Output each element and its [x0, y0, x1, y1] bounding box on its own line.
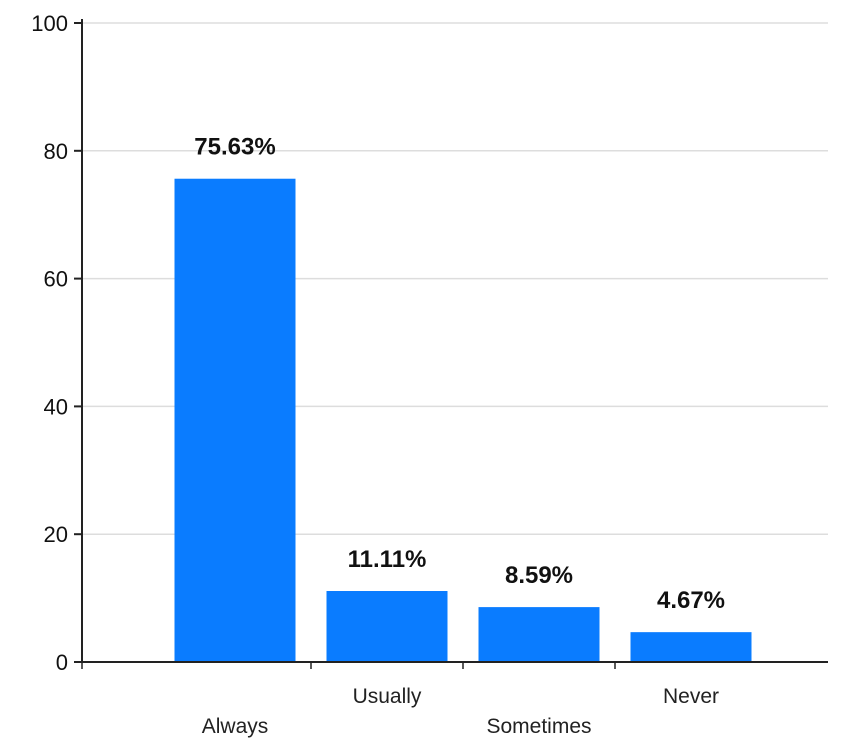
axes [74, 19, 828, 669]
y-tick-label: 100 [31, 11, 68, 36]
y-tick-label: 40 [44, 394, 68, 419]
bar-never [630, 632, 752, 662]
y-tick-label: 60 [44, 267, 68, 292]
data-label: 8.59% [505, 562, 573, 589]
x-category-label: Always [202, 715, 269, 738]
y-tick-label: 0 [56, 650, 68, 675]
data-label: 4.67% [657, 587, 725, 614]
bar-sometimes [478, 607, 600, 662]
x-category-label: Sometimes [486, 715, 591, 738]
y-tick-label: 80 [44, 139, 68, 164]
x-category-label: Usually [353, 685, 422, 708]
y-tick-label: 20 [44, 522, 68, 547]
bars [174, 178, 752, 662]
bar-always [174, 178, 296, 662]
x-category-label: Never [663, 685, 719, 708]
labels: 0 20 40 60 80 100 75.63% 11.11% 8.59% 4.67% Always… [31, 11, 725, 738]
data-label: 11.11% [348, 546, 427, 573]
data-label: 75.63% [194, 134, 275, 161]
bar-usually [326, 591, 448, 662]
